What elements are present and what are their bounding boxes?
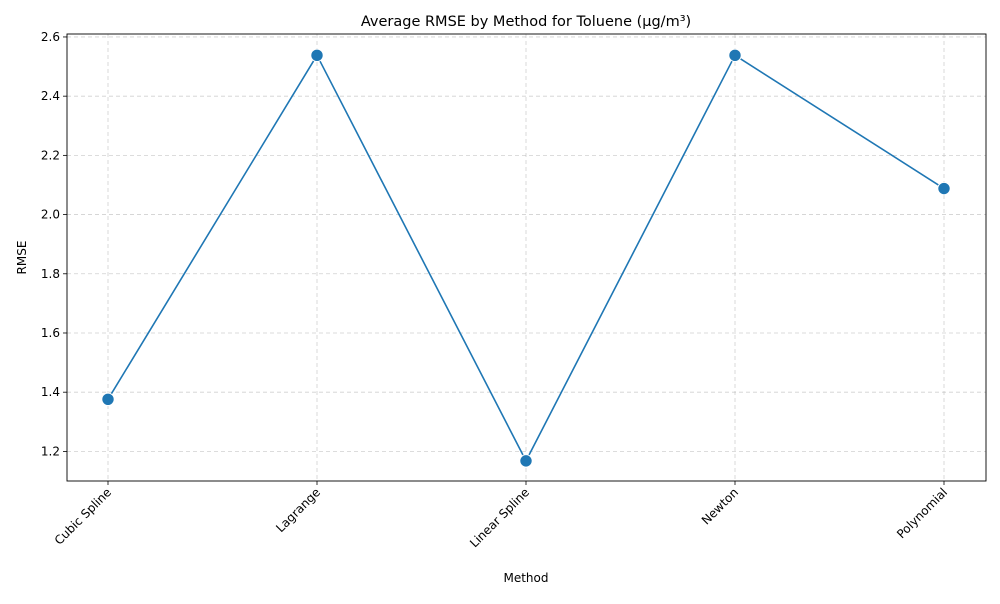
series-layer	[101, 48, 951, 468]
x-tick-label: Cubic Spline	[52, 485, 114, 547]
x-tick-label: Polynomial	[894, 485, 950, 541]
chart-title: Average RMSE by Method for Toluene (µg/m…	[361, 14, 691, 30]
data-point-marker	[937, 181, 951, 196]
y-tick-label: 1.8	[41, 267, 60, 281]
y-tick-label: 2.2	[41, 148, 60, 162]
x-tick-label: Lagrange	[273, 485, 323, 535]
data-point-marker	[310, 48, 324, 63]
axes-frame	[66, 33, 987, 482]
grid-layer	[67, 34, 986, 481]
y-tick-label: 2.4	[41, 89, 60, 103]
y-tick-label: 1.6	[41, 326, 60, 340]
y-axis-label: RMSE	[15, 241, 29, 275]
y-tick-label: 2.6	[41, 30, 60, 44]
tick-layer: Cubic Spline Lagrange Linear Spline Newton P…	[41, 30, 950, 550]
x-tick-label: Linear Spline	[467, 485, 532, 550]
y-tick-label: 1.4	[41, 385, 60, 399]
data-point-marker	[728, 48, 742, 63]
y-tick-label: 1.2	[41, 444, 60, 458]
y-tick-label: 2.0	[41, 208, 60, 222]
data-point-marker	[519, 454, 533, 468]
x-axis-label: Method	[503, 571, 548, 585]
x-tick-label: Newton	[699, 485, 741, 527]
data-point-marker	[101, 392, 115, 406]
